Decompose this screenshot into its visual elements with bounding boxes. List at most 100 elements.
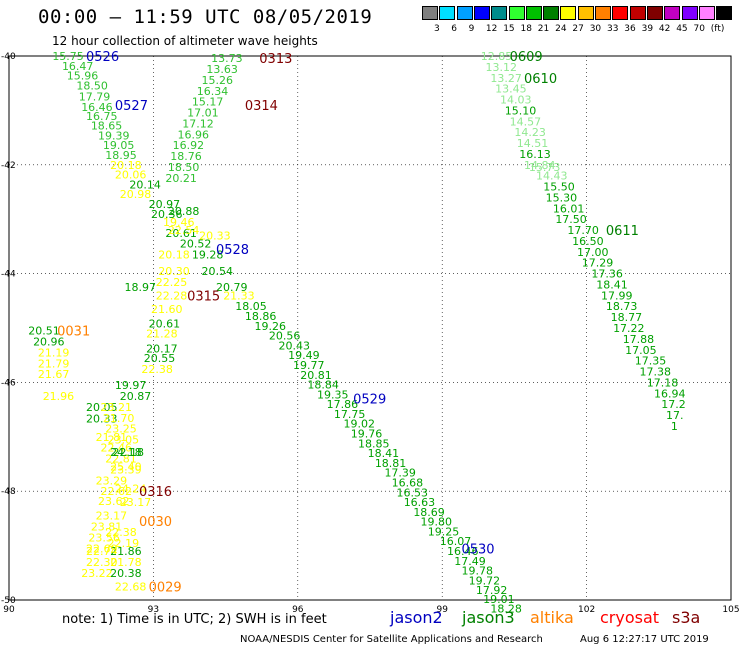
lon-tick-label: 99	[436, 605, 448, 615]
wave-height-value: 21.81	[96, 431, 128, 444]
wave-height-value: 20.38	[110, 567, 142, 580]
page-title: 00:00 – 11:59 UTC 08/05/2019	[38, 6, 373, 28]
wave-height-value: 14.03	[500, 94, 531, 107]
wave-height-value: 22.19	[108, 537, 140, 550]
lon-tick-label: 90	[3, 605, 15, 615]
lat-tick-label: -46	[1, 378, 16, 388]
wave-height-value: 20.05	[86, 401, 118, 414]
pass-time-labels: 0526 0527 0528 0529 0530 0313 0314 0315 0316 0609…	[57, 50, 639, 595]
wave-height-value: 16.46	[447, 545, 479, 558]
wave-height-value: 19.28	[192, 249, 224, 262]
wave-height-value: 19.01	[483, 593, 515, 606]
wave-height-value: 18.77	[611, 311, 643, 324]
scale-swatch	[646, 6, 663, 20]
wave-height-value: 13.12	[486, 61, 518, 74]
wave-height-value: 13.73	[211, 52, 243, 65]
satellite-name: jason2	[390, 608, 443, 627]
scale-swatch	[698, 6, 715, 20]
wave-height-value: 17.50	[555, 213, 587, 226]
pass-time-label: 0527	[115, 99, 148, 114]
wave-height-value: 19.97	[115, 379, 147, 392]
wave-height-value: 18.05	[235, 300, 267, 313]
wave-height-value: 22.28	[156, 289, 188, 302]
wave-height-value: 20.96	[33, 336, 65, 349]
scale-label: (ft)	[710, 24, 725, 34]
wave-height-value: 14.57	[510, 115, 542, 128]
wave-height-value: 17.88	[623, 333, 655, 346]
wave-height-value: 20.21	[165, 172, 197, 185]
wave-height-value: 19.77	[293, 359, 325, 372]
wave-height-value: 21.19	[38, 346, 70, 359]
wave-height-value: 20.79	[216, 281, 248, 294]
wave-height-value: 16.34	[197, 85, 229, 98]
lat-tick-label: -44	[1, 270, 16, 280]
wave-height-value: 16.92	[173, 139, 205, 152]
wave-height-value: 19.02	[344, 418, 376, 431]
wave-height-value: 18.95	[105, 149, 136, 162]
wave-height-value: 15.50	[543, 181, 575, 194]
wave-height-value: 22.69	[86, 542, 118, 555]
wave-height-value: 13.45	[495, 83, 527, 96]
pass-time-label: 0313	[259, 52, 292, 67]
scale-label: 27	[572, 24, 584, 34]
wave-height-value: 12.85	[481, 50, 513, 63]
wave-height-value: 20.52	[180, 238, 212, 251]
wave-height-value: 23.56	[88, 531, 120, 544]
wave-height-value: 17.22	[613, 322, 645, 335]
wave-height-value: 16.75	[86, 110, 118, 123]
scale-swatch	[439, 6, 456, 20]
wave-height-value: 18.81	[375, 457, 407, 470]
wave-height-value: 23.17	[96, 510, 128, 523]
wave-height-value: 23.17	[120, 496, 152, 509]
wave-height-value: 17.92	[476, 584, 508, 597]
scale-swatch	[422, 6, 438, 20]
wave-height-value: 18.76	[170, 150, 202, 163]
wave-height-value: 17.01	[187, 107, 219, 120]
wave-height-value: 20.51	[28, 325, 60, 338]
wave-height-value: 18.97	[125, 281, 156, 294]
pass-time-label: 0316	[139, 485, 172, 500]
wave-height-value: 20.43	[279, 339, 311, 352]
wave-height-value: 22.38	[105, 526, 136, 539]
wave-height-value: 16.94	[654, 387, 686, 400]
wave-height-value: 22.46	[100, 442, 132, 455]
scale-swatch	[716, 6, 733, 20]
wave-height-value: 15.10	[505, 104, 536, 117]
pass-time-label: 0528	[216, 243, 249, 258]
wave-height-value: 18.50	[168, 161, 200, 174]
scale-label: 39	[641, 24, 654, 34]
wave-height-value: 14.23	[514, 126, 546, 139]
wave-height-value: 18.86	[245, 310, 277, 323]
wave-height-value: 21.33	[223, 289, 255, 302]
wave-height-value: 23.29	[96, 474, 128, 487]
pass-time-label: 0611	[606, 224, 639, 239]
lat-tick-label: -40	[1, 52, 16, 62]
wave-height-value: 17.38	[640, 366, 672, 379]
satellite-name: cryosat	[600, 608, 660, 627]
pass-time-label: 0029	[149, 580, 182, 595]
wave-height-value: 20.18	[110, 159, 142, 172]
wave-height-value: 18.85	[358, 437, 390, 450]
wave-height-value: 20.97	[149, 198, 181, 211]
wave-height-value: 25.40	[110, 461, 142, 474]
scale-label: 6	[451, 24, 458, 34]
wave-height-value: 13.63	[206, 63, 238, 76]
wave-height-value: 22.81	[105, 453, 136, 466]
wave-height-value: 15.30	[546, 191, 578, 204]
wave-height-value: 19.78	[461, 565, 493, 578]
pass-time-label: 0609	[510, 50, 543, 65]
satellite-name: s3a	[672, 608, 701, 627]
wave-height-value: 19.80	[421, 516, 453, 529]
wave-height-value: 15.75	[52, 50, 84, 63]
wave-height-value: 22.38	[141, 363, 173, 376]
wave-height-value: 19.46	[163, 216, 195, 229]
scale-swatch	[473, 6, 490, 20]
wave-height-value: 14.84	[524, 159, 556, 172]
wave-height-value: 16.63	[404, 496, 436, 509]
wave-height-value: 17.99	[601, 289, 633, 302]
wave-height-value: 16.13	[519, 148, 551, 161]
wave-height-value: 13.27	[490, 72, 522, 85]
scale-swatch	[664, 6, 681, 20]
scale-label: 24	[555, 24, 567, 34]
wave-height-value: 18.69	[413, 506, 445, 519]
